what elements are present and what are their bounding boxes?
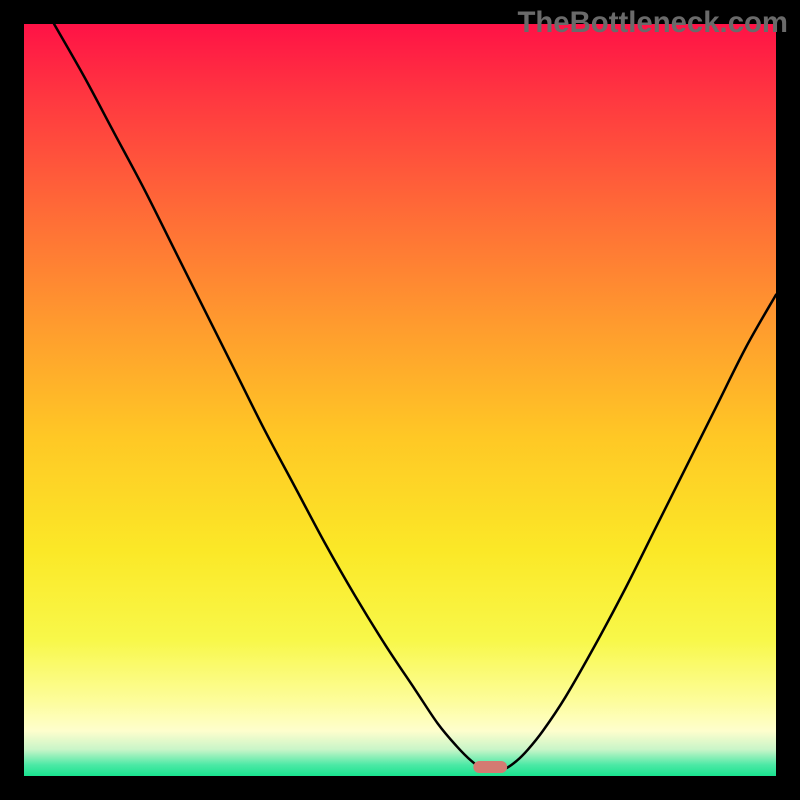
chart-container: TheBottleneck.com	[0, 0, 800, 800]
watermark-text: TheBottleneck.com	[517, 6, 788, 39]
watermark-label: TheBottleneck.com	[517, 6, 788, 40]
chart-background	[24, 24, 776, 776]
bottleneck-chart	[24, 24, 776, 776]
optimal-marker	[473, 761, 507, 773]
